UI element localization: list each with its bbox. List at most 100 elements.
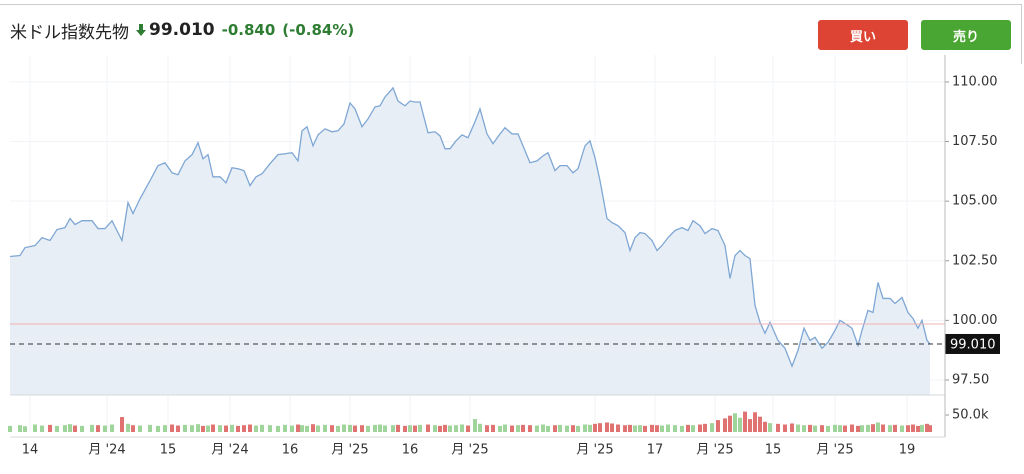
- volume-bar: [438, 425, 442, 432]
- volume-bar: [666, 424, 670, 432]
- volume-bar: [120, 417, 124, 432]
- volume-bar: [558, 424, 562, 432]
- x-tick-label: 16: [402, 443, 419, 458]
- volume-bar: [283, 424, 287, 432]
- volume-bar: [413, 425, 417, 432]
- volume-bar: [588, 424, 592, 432]
- volume-bar: [728, 415, 732, 432]
- volume-bar: [300, 425, 304, 432]
- volume-bar: [808, 424, 812, 432]
- y-tick-label: 107.50: [952, 134, 998, 149]
- volume-bar: [871, 424, 875, 432]
- price-line: [9, 86, 931, 368]
- volume-bar: [826, 425, 830, 432]
- volume-bar: [360, 425, 364, 432]
- volume-bar: [802, 425, 806, 432]
- volume-bar: [190, 425, 194, 432]
- volume-bar: [330, 425, 334, 432]
- volume-bar: [571, 425, 575, 432]
- volume-bar: [660, 425, 664, 432]
- volume-bar: [110, 424, 114, 432]
- volume-bar: [516, 425, 520, 432]
- header: 米ドル指数先物 99.010 -0.840 (-0.84%): [10, 18, 355, 43]
- volume-bar: [163, 425, 167, 432]
- volume-bar: [454, 425, 458, 432]
- volume-bar: [686, 424, 690, 432]
- volume-bar: [478, 423, 482, 432]
- volume-bar: [342, 424, 346, 432]
- volume-bar: [485, 425, 489, 432]
- volume-bar: [605, 422, 609, 432]
- volume-bar: [353, 425, 357, 432]
- volume-bar: [211, 424, 215, 432]
- volume-bar: [268, 425, 272, 432]
- volume-bar: [63, 425, 67, 432]
- volume-bar: [396, 424, 400, 432]
- volume-bar: [673, 425, 677, 432]
- instrument-title: 米ドル指数先物: [10, 22, 129, 43]
- volume-bar: [242, 425, 246, 432]
- volume-bar: [290, 425, 294, 432]
- top-border: [0, 4, 1022, 5]
- volume-bar: [383, 425, 387, 432]
- x-tick-label: 17: [647, 443, 664, 458]
- x-tick-label: 月 '25: [696, 443, 733, 458]
- volume-bar: [236, 425, 240, 432]
- volume-bar: [206, 425, 210, 432]
- volume-bar: [55, 425, 59, 432]
- volume-bar: [196, 424, 200, 432]
- volume-bar: [126, 423, 130, 432]
- volume-bar: [850, 424, 854, 432]
- volume-bar: [170, 424, 174, 432]
- volume-bar: [418, 424, 422, 432]
- volume-bar: [643, 425, 647, 432]
- volume-bar: [691, 425, 695, 432]
- volume-bar: [373, 424, 377, 432]
- volume-bar: [68, 424, 72, 432]
- volume-bar: [473, 419, 477, 432]
- x-tick-label: 14: [22, 443, 39, 458]
- volume-bar: [138, 425, 142, 432]
- x-tick-label: 月 '25: [451, 443, 488, 458]
- y-tick-label: 105.00: [952, 194, 998, 209]
- volume-bar: [521, 424, 525, 432]
- x-tick-label: 月 '25: [576, 443, 613, 458]
- volume-bar: [316, 425, 320, 432]
- volume-bar: [176, 425, 180, 432]
- volume-bar: [716, 420, 720, 432]
- volume-bar: [336, 425, 340, 432]
- volume-bar: [881, 424, 885, 432]
- volume-bar: [866, 424, 870, 432]
- x-tick-label: 月 '25: [331, 443, 368, 458]
- volume-bar: [920, 424, 924, 432]
- volume-bar: [183, 424, 187, 432]
- volume-bar: [743, 411, 747, 432]
- volume-bar: [96, 425, 100, 432]
- volume-bar: [296, 424, 300, 432]
- y-tick-label: 100.00: [952, 313, 998, 328]
- volume-bar: [73, 425, 77, 432]
- volume-bar: [553, 425, 557, 432]
- volume-bar: [391, 425, 395, 432]
- y-tick-label: 97.50: [952, 372, 989, 387]
- last-price-box: [945, 333, 1000, 354]
- buy-button[interactable]: 買い: [818, 20, 908, 50]
- sell-button[interactable]: 売り: [921, 20, 1011, 50]
- volume-bar: [218, 425, 222, 432]
- volume-bar: [928, 425, 932, 432]
- change-percent: (-0.84%): [282, 21, 355, 39]
- volume-bar: [733, 413, 737, 432]
- volume-bar: [860, 425, 864, 432]
- volume-bar: [763, 421, 767, 432]
- volume-bar: [843, 425, 847, 432]
- volume-bar: [378, 424, 382, 432]
- volume-bar: [593, 423, 597, 432]
- volume-bar: [748, 419, 752, 432]
- x-tick-label: 月 '24: [211, 443, 248, 458]
- volume-bar: [260, 424, 264, 432]
- volume-bar: [768, 423, 772, 432]
- volume-bar: [616, 424, 620, 432]
- volume-bar: [576, 425, 580, 432]
- volume-bar: [758, 416, 762, 432]
